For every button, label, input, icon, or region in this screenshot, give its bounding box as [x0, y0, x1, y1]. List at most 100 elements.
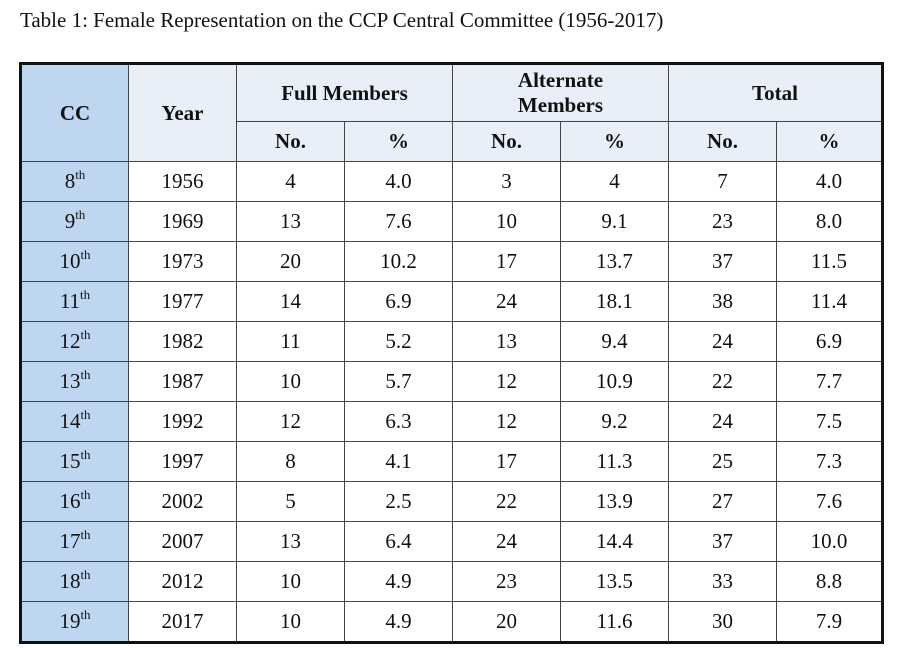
cell-alt-pct: 9.1: [560, 201, 669, 242]
header-alt-no: No.: [452, 121, 561, 162]
cell-alt-no: 17: [452, 241, 561, 282]
cell-year: 1973: [128, 241, 237, 282]
header-total-pct: %: [776, 121, 883, 162]
cell-full-no: 10: [236, 561, 345, 602]
cell-full-no: 13: [236, 201, 345, 242]
cc-number: 19: [59, 609, 81, 633]
cell-alt-pct: 10.9: [560, 361, 669, 402]
cell-year: 1992: [128, 401, 237, 442]
cell-full-pct: 7.6: [344, 201, 453, 242]
cell-full-no: 10: [236, 601, 345, 643]
header-total-no: No.: [668, 121, 777, 162]
cell-cc: 10th: [20, 241, 129, 282]
table-row: 19th 2017 10 4.9 20 11.6 30 7.9: [20, 601, 883, 643]
cell-alt-pct: 14.4: [560, 521, 669, 562]
cell-alt-no: 22: [452, 481, 561, 522]
cc-number: 8: [64, 169, 76, 193]
cell-cc: 17th: [20, 521, 129, 562]
cell-full-pct: 5.7: [344, 361, 453, 402]
table-row: 10th 1973 20 10.2 17 13.7 37 11.5: [20, 241, 883, 282]
table-row: 14th 1992 12 6.3 12 9.2 24 7.5: [20, 401, 883, 442]
cell-full-pct: 5.2: [344, 321, 453, 362]
cc-number: 16: [59, 489, 81, 513]
cc-number: 13: [59, 369, 81, 393]
header-alt-pct: %: [560, 121, 669, 162]
female-representation-table: CC Year Full Members Alternate Members T…: [19, 62, 884, 644]
cell-alt-no: 17: [452, 441, 561, 482]
cell-full-pct: 4.9: [344, 561, 453, 602]
cell-cc: 18th: [20, 561, 129, 602]
header-year: Year: [128, 63, 237, 162]
table-row: 12th 1982 11 5.2 13 9.4 24 6.9: [20, 321, 883, 362]
cc-ordinal-suffix: th: [80, 567, 91, 582]
cell-full-pct: 4.1: [344, 441, 453, 482]
cell-tot-no: 38: [668, 281, 777, 322]
cell-alt-no: 23: [452, 561, 561, 602]
cell-tot-pct: 7.5: [776, 401, 883, 442]
cc-ordinal-suffix: th: [80, 447, 91, 462]
cell-full-no: 10: [236, 361, 345, 402]
header-full-no: No.: [236, 121, 345, 162]
table-row: 8th 1956 4 4.0 3 4 7 4.0: [20, 161, 883, 202]
cell-alt-no: 3: [452, 161, 561, 202]
header-cc: CC: [20, 63, 129, 162]
cell-alt-pct: 11.6: [560, 601, 669, 643]
cell-tot-pct: 6.9: [776, 321, 883, 362]
header-full-members: Full Members: [236, 63, 453, 122]
cc-number: 10: [59, 249, 81, 273]
cell-tot-no: 37: [668, 241, 777, 282]
cell-tot-pct: 8.0: [776, 201, 883, 242]
cell-tot-pct: 7.6: [776, 481, 883, 522]
cc-ordinal-suffix: th: [80, 287, 91, 302]
cell-alt-pct: 18.1: [560, 281, 669, 322]
cell-alt-pct: 11.3: [560, 441, 669, 482]
cell-full-no: 13: [236, 521, 345, 562]
table-row: 13th 1987 10 5.7 12 10.9 22 7.7: [20, 361, 883, 402]
header-total: Total: [668, 63, 883, 122]
cell-tot-no: 37: [668, 521, 777, 562]
cell-tot-pct: 11.4: [776, 281, 883, 322]
cell-alt-pct: 9.4: [560, 321, 669, 362]
cell-year: 1977: [128, 281, 237, 322]
cell-tot-no: 27: [668, 481, 777, 522]
cell-full-pct: 6.3: [344, 401, 453, 442]
cell-tot-pct: 10.0: [776, 521, 883, 562]
cell-cc: 12th: [20, 321, 129, 362]
cell-full-pct: 10.2: [344, 241, 453, 282]
cc-number: 17: [59, 529, 81, 553]
cc-number: 14: [59, 409, 81, 433]
cc-ordinal-suffix: th: [75, 207, 86, 222]
cell-cc: 15th: [20, 441, 129, 482]
cell-tot-no: 30: [668, 601, 777, 643]
cell-year: 2017: [128, 601, 237, 643]
cell-tot-pct: 8.8: [776, 561, 883, 602]
cell-cc: 13th: [20, 361, 129, 402]
cell-alt-no: 12: [452, 401, 561, 442]
cell-cc: 9th: [20, 201, 129, 242]
cell-full-pct: 6.4: [344, 521, 453, 562]
cell-alt-no: 13: [452, 321, 561, 362]
cell-tot-pct: 7.9: [776, 601, 883, 643]
cell-full-pct: 4.9: [344, 601, 453, 643]
cc-number: 18: [59, 569, 81, 593]
cell-alt-no: 24: [452, 281, 561, 322]
cell-year: 1997: [128, 441, 237, 482]
cell-tot-no: 7: [668, 161, 777, 202]
cell-cc: 8th: [20, 161, 129, 202]
cell-alt-no: 12: [452, 361, 561, 402]
cell-tot-pct: 7.7: [776, 361, 883, 402]
cell-full-no: 4: [236, 161, 345, 202]
cell-cc: 11th: [20, 281, 129, 322]
cc-number: 15: [59, 449, 81, 473]
cc-ordinal-suffix: th: [80, 407, 91, 422]
cc-ordinal-suffix: th: [80, 487, 91, 502]
table-row: 9th 1969 13 7.6 10 9.1 23 8.0: [20, 201, 883, 242]
cell-year: 2012: [128, 561, 237, 602]
cell-tot-pct: 7.3: [776, 441, 883, 482]
cell-full-no: 20: [236, 241, 345, 282]
cell-cc: 14th: [20, 401, 129, 442]
cell-tot-pct: 11.5: [776, 241, 883, 282]
cell-tot-no: 24: [668, 401, 777, 442]
cc-number: 9: [64, 209, 76, 233]
cell-tot-pct: 4.0: [776, 161, 883, 202]
